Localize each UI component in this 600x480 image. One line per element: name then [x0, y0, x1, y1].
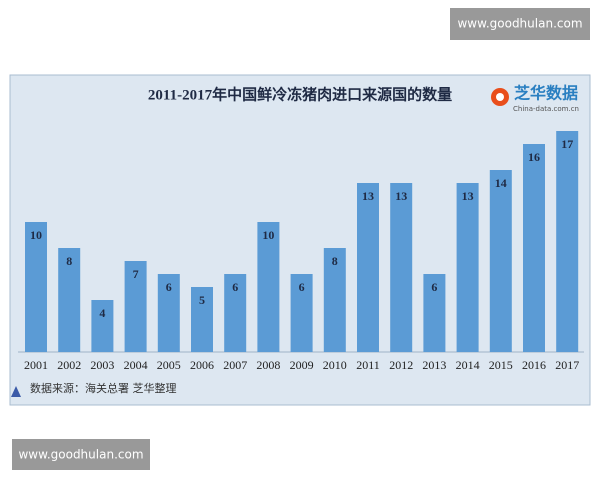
bar	[556, 131, 579, 352]
bar	[456, 183, 479, 352]
x-tick-label: 2010	[323, 358, 347, 372]
x-tick-label: 2012	[389, 358, 413, 372]
bar	[91, 300, 114, 352]
x-tick-label: 2007	[223, 358, 247, 372]
x-tick-label: 2016	[522, 358, 546, 372]
value-label: 7	[133, 267, 139, 281]
bar	[489, 170, 512, 352]
value-label: 13	[462, 189, 474, 203]
bar	[390, 183, 413, 352]
watermark: www.goodhulan.com	[18, 448, 143, 462]
bar	[157, 274, 180, 352]
x-tick-label: 2006	[190, 358, 214, 372]
bar	[523, 144, 545, 352]
x-tick-label: 2008	[256, 358, 280, 372]
watermark: www.goodhulan.com	[457, 17, 582, 31]
chart-title: 2011-2017年中国鲜冷冻猪肉进口来源国的数量	[148, 85, 452, 103]
x-tick-label: 2015	[489, 358, 513, 372]
bar	[290, 274, 313, 352]
bar	[191, 287, 213, 352]
value-label: 14	[495, 176, 507, 190]
source-icon	[11, 386, 21, 397]
value-label: 13	[395, 189, 407, 203]
x-tick-label: 2009	[290, 358, 314, 372]
value-label: 4	[99, 306, 105, 320]
x-tick-label: 2011	[356, 358, 380, 372]
bar	[357, 183, 379, 352]
logo-subtext: China-data.com.cn	[513, 105, 579, 113]
value-label: 8	[332, 254, 338, 268]
x-tick-label: 2005	[157, 358, 181, 372]
bar	[124, 261, 147, 352]
x-tick-label: 2003	[90, 358, 114, 372]
x-tick-label: 2004	[124, 358, 148, 372]
bar	[257, 222, 280, 352]
bar	[58, 248, 81, 352]
value-label: 6	[431, 280, 437, 294]
value-label: 6	[299, 280, 305, 294]
logo-text: 芝华数据	[514, 84, 578, 103]
x-tick-label: 2017	[555, 358, 579, 372]
watermark-box	[12, 439, 150, 470]
source-note: 数据来源：海关总署 芝华整理	[30, 381, 177, 395]
value-label: 16	[528, 150, 540, 164]
x-tick-label: 2014	[456, 358, 480, 372]
logo-icon-inner	[496, 93, 504, 101]
x-tick-label: 2002	[57, 358, 81, 372]
value-label: 6	[166, 280, 172, 294]
value-label: 6	[232, 280, 238, 294]
bar	[323, 248, 346, 352]
x-tick-label: 2013	[422, 358, 446, 372]
value-label: 10	[262, 228, 274, 242]
value-label: 8	[66, 254, 72, 268]
bar	[423, 274, 446, 352]
value-label: 10	[30, 228, 42, 242]
value-label: 5	[199, 293, 205, 307]
bar	[25, 222, 47, 352]
x-tick-label: 2001	[24, 358, 48, 372]
watermark-box	[450, 8, 590, 40]
value-label: 13	[362, 189, 374, 203]
value-label: 17	[561, 137, 573, 151]
bar	[224, 274, 247, 352]
